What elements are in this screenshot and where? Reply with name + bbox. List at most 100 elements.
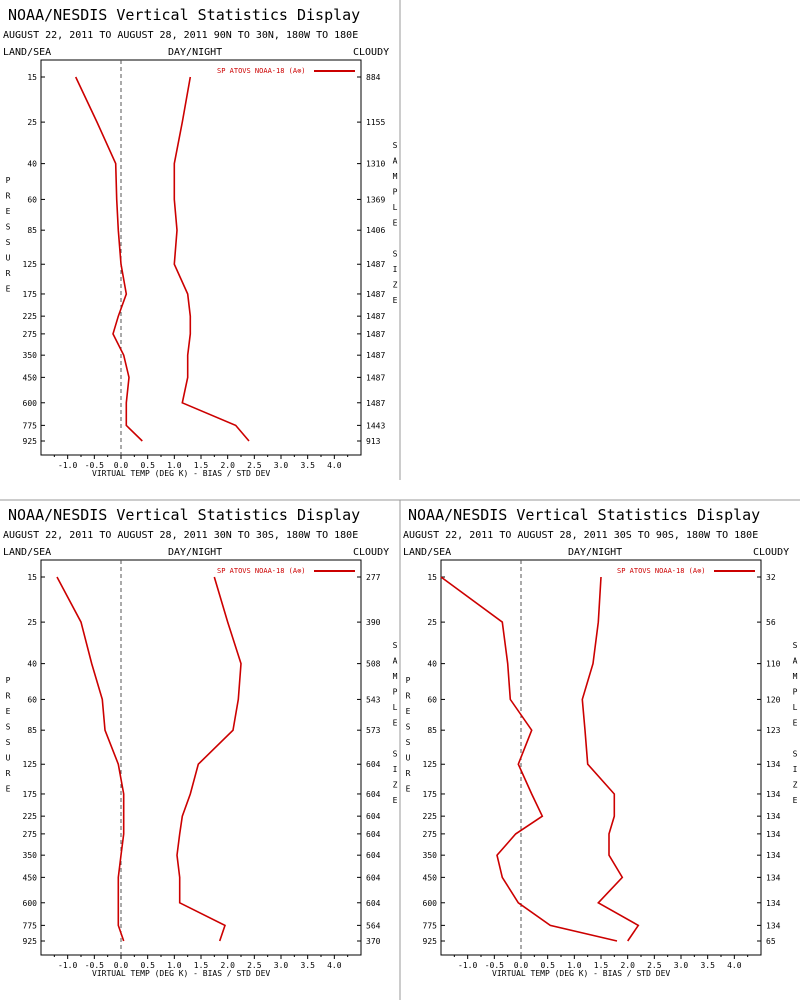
pressure-level-label: 85 [27, 726, 37, 735]
pressure-level-label: 85 [427, 726, 437, 735]
pressure-level-label: 175 [423, 790, 438, 799]
x-axis-title: VIRTUAL TEMP (DEG K) - BIAS / STD DEV [92, 469, 270, 478]
pressure-level-label: 125 [23, 260, 38, 269]
sample-size-label: 123 [766, 726, 781, 735]
x-tick-label: -0.5 [85, 461, 104, 470]
x-tick-label: -1.0 [58, 461, 77, 470]
sample-size-label: 1487 [366, 373, 385, 382]
pressure-level-label: 775 [23, 421, 38, 430]
sample-size-label: 1487 [366, 312, 385, 321]
sample-size-label: 604 [366, 812, 381, 821]
x-tick-label: 1.5 [594, 961, 609, 970]
pressure-level-label: 15 [427, 573, 437, 582]
pressure-level-label: 600 [23, 399, 38, 408]
pressure-level-label: 350 [423, 851, 438, 860]
x-tick-label: 2.5 [247, 961, 262, 970]
sample-size-label: 564 [366, 921, 381, 930]
pressure-level-label: 25 [427, 618, 437, 627]
pressure-level-label: 175 [23, 290, 38, 299]
pressure-level-label: 25 [27, 118, 37, 127]
sample-size-label: 134 [766, 790, 781, 799]
x-tick-label: 4.0 [327, 961, 342, 970]
sample-size-label: 508 [366, 660, 381, 669]
pressure-level-label: 450 [423, 873, 438, 882]
pressure-level-label: 775 [23, 921, 38, 930]
pressure-level-label: 925 [23, 937, 38, 946]
std-dev-line [581, 576, 640, 942]
x-tick-label: 1.0 [167, 961, 182, 970]
x-tick-label: 0.0 [114, 461, 129, 470]
x-axis-title: VIRTUAL TEMP (DEG K) - BIAS / STD DEV [92, 969, 270, 978]
sample-size-label: 56 [766, 618, 776, 627]
sample-size-label: 1310 [366, 160, 385, 169]
sample-size-label: 1487 [366, 260, 385, 269]
x-tick-label: 4.0 [727, 961, 742, 970]
panel-2: NOAA/NESDIS Vertical Statistics Display … [3, 506, 398, 978]
legend-label: SP ATOVS NOAA-18 (A⊗) [217, 67, 306, 75]
pressure-level-label: 175 [23, 790, 38, 799]
sample-size-label: 120 [766, 695, 781, 704]
sample-size-label: 604 [366, 790, 381, 799]
cloudy-label: CLOUDY [353, 47, 389, 58]
panel-subtitle: AUGUST 22, 2011 TO AUGUST 28, 2011 30N T… [3, 530, 358, 541]
pressure-level-label: 275 [23, 830, 38, 839]
x-axis-title: VIRTUAL TEMP (DEG K) - BIAS / STD DEV [492, 969, 670, 978]
pressure-level-label: 275 [423, 830, 438, 839]
pressure-level-label: 225 [23, 312, 38, 321]
x-tick-label: 3.0 [674, 961, 689, 970]
pressure-level-label: 15 [27, 73, 37, 82]
x-tick-label: 0.5 [140, 961, 155, 970]
pressure-level-label: 15 [27, 573, 37, 582]
x-tick-label: 3.5 [300, 961, 315, 970]
bias-line [56, 576, 125, 942]
sample-size-label: 1487 [366, 399, 385, 408]
pressure-level-label: 60 [427, 695, 437, 704]
x-tick-label: 1.5 [194, 961, 209, 970]
plot-frame [40, 59, 362, 456]
sample-size-label: 277 [366, 573, 381, 582]
sample-size-label: 884 [366, 73, 381, 82]
sample-size-label: 1155 [366, 118, 385, 127]
pressure-level-label: 450 [23, 373, 38, 382]
x-tick-label: 0.5 [540, 961, 555, 970]
plot-frame [440, 559, 762, 956]
std-dev-line [173, 76, 250, 442]
x-tick-label: 1.0 [167, 461, 182, 470]
std-dev-line [176, 576, 242, 942]
sample-size-label: 604 [366, 899, 381, 908]
day-night-label: DAY/NIGHT [168, 547, 222, 558]
x-tick-label: 0.5 [140, 461, 155, 470]
plot-frame [40, 559, 362, 956]
day-night-label: DAY/NIGHT [568, 547, 622, 558]
x-tick-label: -1.0 [58, 961, 77, 970]
sample-size-label: 32 [766, 573, 776, 582]
panel-title: NOAA/NESDIS Vertical Statistics Display [408, 506, 760, 524]
sample-size-label: 110 [766, 660, 781, 669]
x-tick-label: 0.0 [114, 961, 129, 970]
x-tick-label: 1.5 [194, 461, 209, 470]
sample-size-label: 913 [366, 437, 381, 446]
x-tick-label: 3.0 [274, 961, 289, 970]
panel-subtitle: AUGUST 22, 2011 TO AUGUST 28, 2011 30S T… [403, 530, 758, 541]
land-sea-label: LAND/SEA [403, 547, 451, 558]
sample-size-label: 134 [766, 921, 781, 930]
panel-1: NOAA/NESDIS Vertical Statistics Display … [3, 6, 398, 478]
cloudy-label: CLOUDY [753, 547, 789, 558]
pressure-level-label: 85 [27, 226, 37, 235]
sample-size-label: 604 [366, 873, 381, 882]
x-tick-label: -0.5 [485, 961, 504, 970]
pressure-level-label: 775 [423, 921, 438, 930]
x-tick-label: 4.0 [327, 461, 342, 470]
x-tick-label: 0.0 [514, 961, 529, 970]
land-sea-label: LAND/SEA [3, 547, 51, 558]
pressure-level-label: 350 [23, 851, 38, 860]
x-tick-label: 2.0 [220, 961, 235, 970]
x-tick-label: 2.0 [620, 961, 635, 970]
sample-size-label: 604 [366, 851, 381, 860]
sample-size-label: 604 [366, 760, 381, 769]
